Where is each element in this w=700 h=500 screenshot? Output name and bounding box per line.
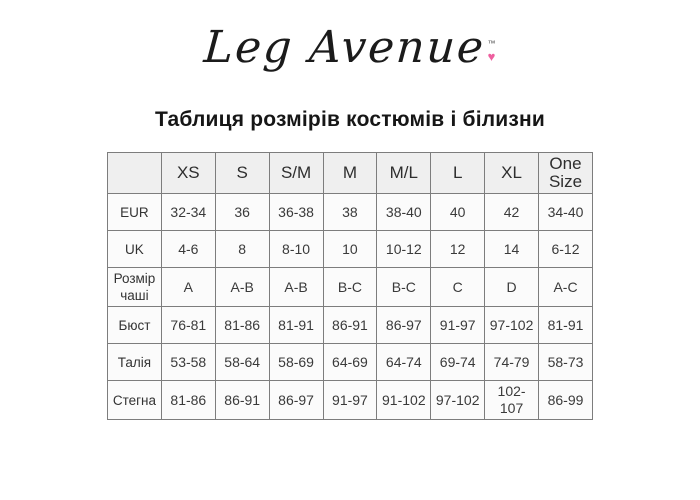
size-cell: 42 bbox=[484, 193, 539, 231]
size-cell: 58-73 bbox=[538, 343, 593, 381]
col-header-l: L bbox=[430, 152, 486, 194]
col-header-xs: XS bbox=[160, 152, 216, 194]
size-cell: 81-86 bbox=[214, 306, 270, 344]
col-header-m: M bbox=[322, 152, 378, 194]
size-cell: 81-91 bbox=[268, 306, 324, 344]
size-cell: 97-102 bbox=[484, 306, 539, 344]
heart-icon: ♥ bbox=[487, 49, 496, 64]
row-label: EUR bbox=[107, 193, 162, 231]
size-cell: C bbox=[430, 267, 486, 307]
size-cell: 8-10 bbox=[268, 230, 324, 268]
col-header-sm: S/M bbox=[268, 152, 324, 194]
table-row-bust: Бюст 76-81 81-86 81-91 86-91 86-97 91-97… bbox=[107, 306, 593, 344]
size-cell: 36 bbox=[214, 193, 270, 231]
size-cell: 86-97 bbox=[268, 380, 324, 420]
size-cell: 12 bbox=[430, 230, 486, 268]
header-row: XS S S/M M M/L L XL One Size bbox=[107, 152, 593, 194]
brand-logo: Leg Avenue ™ ♥ bbox=[0, 0, 700, 80]
page-title: Таблиця розмірів костюмів і білизни bbox=[154, 108, 546, 131]
col-header-onesize: One Size bbox=[538, 152, 593, 194]
size-cell: 86-97 bbox=[376, 306, 432, 344]
brand-logo-text: Leg Avenue bbox=[202, 22, 488, 73]
col-header-ml: M/L bbox=[376, 152, 432, 194]
size-cell: 10 bbox=[322, 230, 378, 268]
size-cell: 53-58 bbox=[160, 343, 216, 381]
size-cell: A-B bbox=[214, 267, 270, 307]
size-cell: 4-6 bbox=[160, 230, 216, 268]
size-cell: B-C bbox=[322, 267, 378, 307]
logo-mark: ™ ♥ bbox=[487, 39, 496, 64]
size-cell: 69-74 bbox=[430, 343, 486, 381]
size-cell: 6-12 bbox=[538, 230, 593, 268]
col-header-xl: XL bbox=[484, 152, 539, 194]
size-cell: 64-69 bbox=[322, 343, 378, 381]
size-cell: D bbox=[484, 267, 539, 307]
size-cell: 58-69 bbox=[268, 343, 324, 381]
row-label: Розмір чаші bbox=[107, 267, 162, 307]
table-row-eur: EUR 32-34 36 36-38 38 38-40 40 42 34-40 bbox=[107, 193, 593, 231]
size-cell: 86-91 bbox=[214, 380, 270, 420]
size-cell: 86-99 bbox=[538, 380, 593, 420]
table-row-waist: Талія 53-58 58-64 58-69 64-69 64-74 69-7… bbox=[107, 343, 593, 381]
size-cell: 91-97 bbox=[322, 380, 378, 420]
row-label: UK bbox=[107, 230, 162, 268]
size-cell: 91-102 bbox=[376, 380, 432, 420]
size-cell: 102-107 bbox=[484, 380, 539, 420]
size-cell: 32-34 bbox=[160, 193, 216, 231]
size-cell: A-C bbox=[538, 267, 593, 307]
table-row-cup: Розмір чаші A A-B A-B B-C B-C C D A-C bbox=[107, 267, 593, 307]
row-label: Бюст bbox=[107, 306, 162, 344]
size-cell: 58-64 bbox=[214, 343, 270, 381]
table-row-uk: UK 4-6 8 8-10 10 10-12 12 14 6-12 bbox=[107, 230, 593, 268]
size-cell: 36-38 bbox=[268, 193, 324, 231]
size-cell: B-C bbox=[376, 267, 432, 307]
size-cell: 91-97 bbox=[430, 306, 486, 344]
size-cell: 38 bbox=[322, 193, 378, 231]
size-cell: 81-91 bbox=[538, 306, 593, 344]
size-cell: 86-91 bbox=[322, 306, 378, 344]
size-cell: 34-40 bbox=[538, 193, 593, 231]
size-cell: A-B bbox=[268, 267, 324, 307]
size-cell: A bbox=[160, 267, 216, 307]
size-cell: 76-81 bbox=[160, 306, 216, 344]
size-cell: 97-102 bbox=[430, 380, 486, 420]
size-cell: 81-86 bbox=[160, 380, 216, 420]
size-cell: 64-74 bbox=[376, 343, 432, 381]
size-cell: 10-12 bbox=[376, 230, 432, 268]
size-cell: 74-79 bbox=[484, 343, 539, 381]
size-cell: 8 bbox=[214, 230, 270, 268]
size-table: XS S S/M M M/L L XL One Size EUR 32-34 3… bbox=[107, 152, 593, 420]
col-header-s: S bbox=[214, 152, 270, 194]
table-row-hips: Стегна 81-86 86-91 86-97 91-97 91-102 97… bbox=[107, 380, 593, 420]
trademark-symbol: ™ bbox=[487, 39, 496, 48]
size-cell: 14 bbox=[484, 230, 539, 268]
size-cell: 38-40 bbox=[376, 193, 432, 231]
corner-cell bbox=[107, 152, 162, 194]
row-label: Талія bbox=[107, 343, 162, 381]
size-cell: 40 bbox=[430, 193, 486, 231]
row-label: Стегна bbox=[107, 380, 162, 420]
